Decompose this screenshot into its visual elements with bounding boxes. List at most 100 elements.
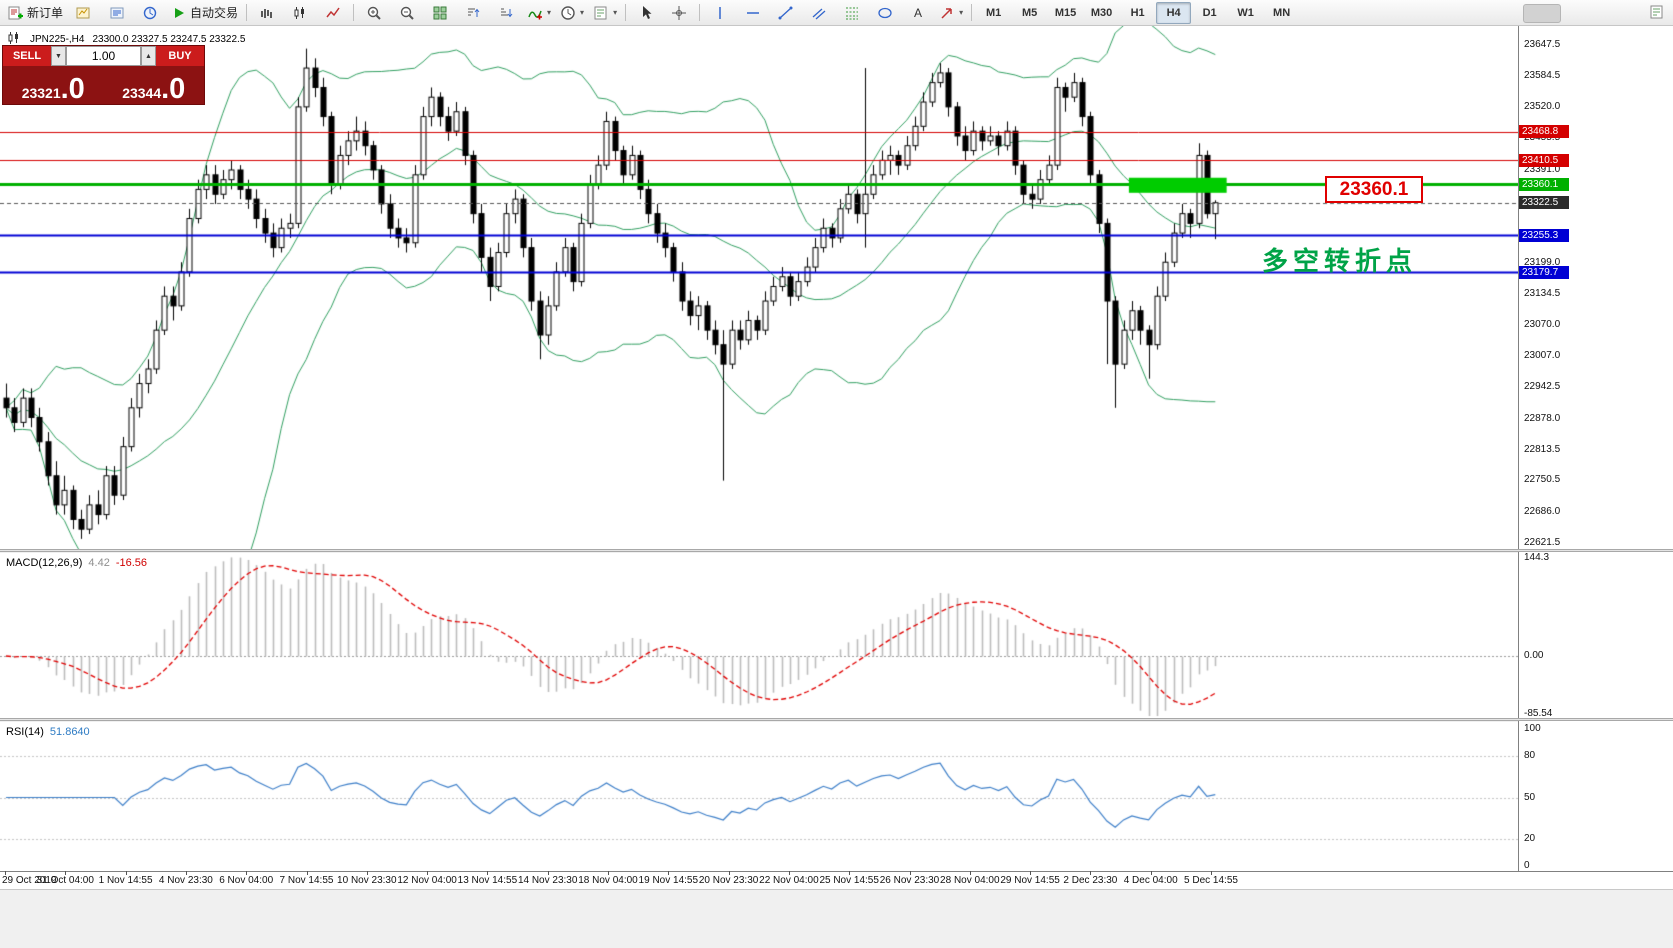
toolbar-vertical-line-button[interactable] bbox=[704, 1, 736, 25]
timeframe-m30-button[interactable]: M30 bbox=[1090, 6, 1113, 19]
time-axis-label: 26 Nov 23:30 bbox=[879, 875, 940, 886]
chevron-down-icon: ▾ bbox=[959, 8, 964, 17]
toolbar-overflow-icon[interactable] bbox=[1649, 4, 1665, 25]
price-level-tag: 23360.1 bbox=[1519, 177, 1569, 191]
toolbar-cursor-button[interactable] bbox=[630, 1, 662, 25]
toolbar-templates-button[interactable]: ▾ bbox=[589, 1, 621, 25]
time-axis-label: 14 Nov 23:30 bbox=[517, 875, 578, 886]
time-axis-tick bbox=[1090, 871, 1092, 875]
timeframe-h4-button[interactable]: H4 bbox=[1156, 1, 1192, 24]
rsi-axis-label: 50 bbox=[1524, 791, 1536, 803]
time-axis-label: 13 Nov 14:55 bbox=[457, 875, 518, 886]
toolbar-sort-asc-button[interactable] bbox=[457, 1, 489, 25]
buy-price[interactable]: 23344.0 bbox=[122, 72, 186, 105]
toolbar-button-label: 新订单 bbox=[27, 6, 64, 20]
toolbar-sort-desc-button[interactable] bbox=[490, 1, 522, 25]
time-axis-label: 31 Oct 04:00 bbox=[36, 875, 94, 886]
toolbar-chart-add-button[interactable] bbox=[68, 1, 100, 25]
timeframe-w1-button[interactable]: W1 bbox=[1237, 6, 1254, 19]
toolbar-navigator-button[interactable] bbox=[134, 1, 166, 25]
toolbar-trendline-button[interactable] bbox=[770, 1, 802, 25]
toolbar-candle-chart-button[interactable] bbox=[284, 1, 316, 25]
time-axis-tick bbox=[427, 871, 429, 875]
toolbar-fibonacci-button[interactable] bbox=[836, 1, 868, 25]
price-level-tag: 23179.7 bbox=[1519, 265, 1569, 279]
line-icon bbox=[325, 5, 341, 21]
price-axis-label: 22686.0 bbox=[1524, 505, 1561, 517]
tline-icon bbox=[778, 5, 794, 21]
time-axis-label: 4 Dec 04:00 bbox=[1123, 875, 1178, 886]
current-price-tag: 23322.5 bbox=[1519, 196, 1569, 210]
price-level-tag: 23468.8 bbox=[1519, 125, 1569, 139]
panel-splitter[interactable] bbox=[0, 718, 1673, 721]
sort-desc-icon bbox=[498, 5, 514, 21]
toolbar-new-order-button[interactable]: 新订单 bbox=[4, 1, 67, 25]
crosshair-icon bbox=[671, 5, 687, 21]
chart-ohlc-values: 23300.0 23327.5 23247.5 23322.5 bbox=[92, 34, 246, 45]
toolbar-shapes-button[interactable] bbox=[869, 1, 901, 25]
timeframe-m5-button[interactable]: M5 bbox=[1021, 6, 1038, 19]
price-chart-canvas[interactable] bbox=[0, 26, 1518, 550]
sell-price[interactable]: 23321.0 bbox=[21, 72, 85, 105]
timeframe-m15-button[interactable]: M15 bbox=[1054, 6, 1077, 19]
price-axis-label: 22942.5 bbox=[1524, 381, 1561, 393]
volume-up-button[interactable]: ▲ bbox=[141, 46, 156, 66]
candles-icon bbox=[292, 5, 308, 21]
play-icon bbox=[171, 5, 187, 21]
buy-button[interactable]: BUY bbox=[156, 46, 204, 66]
volume-input[interactable] bbox=[66, 46, 141, 66]
price-callout[interactable]: 23360.1 bbox=[1325, 176, 1423, 203]
zoom-out-icon bbox=[399, 5, 415, 21]
timeframe-mn-button[interactable]: MN bbox=[1273, 6, 1291, 19]
price-axis-label: 22813.5 bbox=[1524, 443, 1561, 455]
hline-icon bbox=[745, 5, 761, 21]
timeframe-m1-button[interactable]: M1 bbox=[985, 6, 1002, 19]
svg-text:A: A bbox=[914, 6, 922, 20]
indicator-icon bbox=[527, 5, 543, 21]
panel-splitter[interactable] bbox=[0, 549, 1673, 552]
rsi-panel-canvas[interactable] bbox=[0, 722, 1518, 871]
price-level-tag: 23255.3 bbox=[1519, 228, 1569, 242]
timeframe-d1-button[interactable]: D1 bbox=[1202, 6, 1217, 19]
time-axis-tick bbox=[1030, 871, 1032, 875]
volume-down-button[interactable]: ▼ bbox=[51, 46, 66, 66]
toolbar-crosshair-button[interactable] bbox=[663, 1, 695, 25]
toolbar-autotrade-button[interactable]: 自动交易 bbox=[167, 1, 242, 25]
quotes-icon bbox=[109, 5, 125, 21]
time-axis-tick bbox=[487, 871, 489, 875]
sell-button[interactable]: SELL bbox=[3, 46, 51, 66]
toolbar-market-watch-button[interactable] bbox=[101, 1, 133, 25]
toolbar-zoom-in-button[interactable] bbox=[358, 1, 390, 25]
toolbar-text-label-button[interactable]: A bbox=[902, 1, 934, 25]
chart-add-icon bbox=[76, 5, 92, 21]
timeframe-h1-button[interactable]: H1 bbox=[1130, 6, 1145, 19]
time-axis-label: 4 Nov 23:30 bbox=[158, 875, 213, 886]
time-axis-tick bbox=[969, 871, 971, 875]
price-axis-label: 22750.5 bbox=[1524, 474, 1561, 486]
price-axis-label: 22621.5 bbox=[1524, 537, 1561, 548]
toolbar-periods-button[interactable]: ▾ bbox=[556, 1, 588, 25]
toolbar-grip[interactable] bbox=[1523, 4, 1561, 23]
toolbar-bar-chart-button[interactable] bbox=[251, 1, 283, 25]
toolbar-arrow-tools-button[interactable]: ▾ bbox=[935, 1, 967, 25]
toolbar-tile-windows-button[interactable] bbox=[424, 1, 456, 25]
macd-axis-label: 144.3 bbox=[1524, 551, 1550, 563]
shapes-icon bbox=[877, 5, 893, 21]
rsi-axis-label: 20 bbox=[1524, 832, 1536, 844]
pivot-point-label[interactable]: 多空转折点 bbox=[1262, 246, 1418, 276]
time-axis-label: 29 Nov 14:55 bbox=[1000, 875, 1060, 886]
price-axis-label: 23520.0 bbox=[1524, 100, 1561, 112]
vline-icon bbox=[712, 5, 728, 21]
cursor-icon bbox=[638, 5, 654, 21]
toolbar-equidistant-channel-button[interactable] bbox=[803, 1, 835, 25]
toolbar-indicators-button[interactable]: ▾ bbox=[523, 1, 555, 25]
time-axis-tick bbox=[788, 871, 790, 875]
toolbar: 新订单 自动交易 ▾ ▾ ▾ A ▾ M1 M5 M15 M30 H1 H4 D1 W1 MN bbox=[0, 0, 1673, 26]
toolbar-zoom-out-button[interactable] bbox=[391, 1, 423, 25]
toolbar-horizontal-line-button[interactable] bbox=[737, 1, 769, 25]
macd-panel-canvas[interactable] bbox=[0, 553, 1518, 719]
price-axis-label: 22878.0 bbox=[1524, 412, 1561, 424]
toolbar-line-chart-button[interactable] bbox=[317, 1, 349, 25]
toolbar-separator bbox=[246, 4, 248, 21]
